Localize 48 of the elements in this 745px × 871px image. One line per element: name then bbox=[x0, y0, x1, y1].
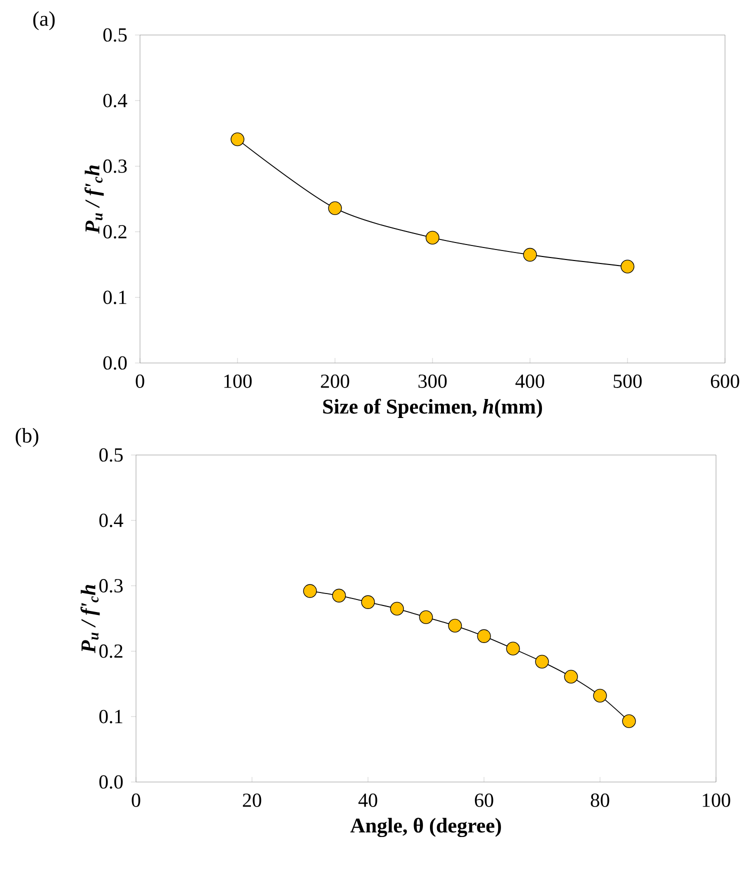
x-tick-label: 400 bbox=[515, 374, 544, 388]
point bbox=[230, 132, 244, 146]
x-tick-label: 60 bbox=[474, 794, 494, 807]
point bbox=[328, 201, 342, 216]
x-tick-label: 80 bbox=[590, 794, 610, 807]
x-axis-title: Angle, θ (degree) bbox=[350, 818, 501, 838]
x-tick-label: 20 bbox=[242, 794, 262, 807]
point bbox=[419, 610, 433, 624]
x-tick-label: 500 bbox=[614, 374, 642, 388]
y-tick-label: 0.5 bbox=[99, 448, 123, 462]
y-axis-title: P$_{u}$ / f'$_{c}$h bbox=[80, 584, 100, 654]
x-axis-title: Size of Specimen, h(mm) bbox=[323, 398, 542, 418]
y-tick-label: 0.4 bbox=[103, 94, 128, 108]
chart-title: (b) bbox=[16, 428, 38, 447]
point bbox=[622, 714, 636, 728]
y-tick-label: 0.1 bbox=[99, 710, 122, 724]
y-axis-title: P$_{u}$ / f'$_{c}$h bbox=[84, 165, 104, 234]
point bbox=[332, 588, 346, 602]
y-tick-label: 0.1 bbox=[103, 290, 126, 304]
point bbox=[564, 670, 578, 684]
point bbox=[620, 260, 634, 274]
point bbox=[506, 642, 520, 656]
x-tick-label: 200 bbox=[320, 374, 350, 388]
chart-title: (a) bbox=[33, 11, 55, 30]
y-tick-label: 0.5 bbox=[103, 28, 127, 42]
y-tick-label: 0.2 bbox=[103, 225, 126, 239]
y-tick-label: 0.2 bbox=[99, 644, 122, 658]
point bbox=[390, 602, 404, 616]
point bbox=[448, 618, 462, 633]
x-tick-label: 300 bbox=[418, 374, 447, 388]
x-tick-label: 0 bbox=[136, 374, 144, 388]
point bbox=[477, 629, 491, 644]
point bbox=[535, 654, 549, 669]
point bbox=[426, 230, 440, 245]
y-tick-label: 0.3 bbox=[103, 159, 127, 173]
x-tick-label: 0 bbox=[132, 794, 140, 807]
point bbox=[361, 595, 375, 609]
x-tick-label: 40 bbox=[358, 794, 378, 807]
x-tick-label: 600 bbox=[710, 374, 740, 388]
x-tick-label: 100 bbox=[702, 794, 730, 807]
y-tick-label: 0.0 bbox=[99, 775, 123, 789]
y-tick-label: 0.4 bbox=[99, 514, 124, 528]
x-tick-label: 100 bbox=[224, 374, 252, 388]
y-tick-label: 0.0 bbox=[103, 356, 127, 370]
y-tick-label: 0.3 bbox=[99, 579, 123, 593]
point bbox=[303, 584, 317, 598]
point bbox=[593, 688, 607, 703]
point bbox=[523, 248, 537, 262]
